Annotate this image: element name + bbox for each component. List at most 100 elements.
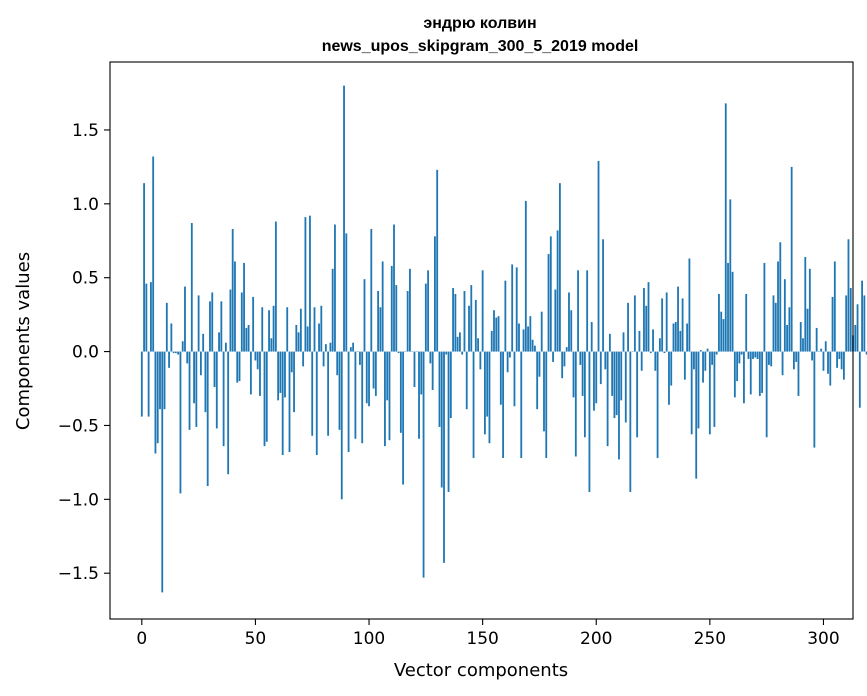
bar-167	[520, 351, 523, 458]
bar-300	[822, 351, 825, 371]
bar-230	[663, 351, 666, 354]
bar-36	[222, 351, 225, 447]
bar-41	[234, 261, 236, 352]
bar-180	[549, 236, 552, 352]
bar-162	[508, 351, 511, 358]
bar-24	[195, 351, 198, 427]
bar-255	[720, 311, 723, 352]
bar-258	[727, 262, 729, 352]
y-tick-label: 1.5	[72, 121, 99, 141]
bar-91	[347, 351, 350, 453]
bar-22	[190, 223, 193, 352]
bar-317	[861, 280, 863, 352]
bar-311	[847, 239, 850, 352]
bar-221	[643, 288, 645, 352]
bar-102	[372, 351, 375, 389]
bar-28	[204, 351, 207, 413]
bar-57	[270, 338, 273, 352]
bar-271	[756, 351, 759, 359]
bar-39	[229, 289, 232, 352]
bar-130	[436, 169, 439, 352]
bar-220	[640, 351, 643, 371]
bar-80	[322, 351, 325, 367]
bar-129	[434, 236, 436, 352]
bar-76	[313, 307, 316, 352]
bar-113	[397, 351, 400, 354]
bar-188	[568, 292, 570, 352]
bar-31	[211, 292, 214, 352]
bar-175	[538, 351, 541, 377]
bar-115	[402, 351, 405, 485]
bar-260	[731, 271, 734, 352]
bar-66	[290, 351, 293, 373]
bar-256	[722, 319, 725, 352]
bar-315	[856, 304, 859, 352]
bar-278	[772, 295, 775, 352]
bar-112	[395, 285, 398, 352]
bar-135	[447, 351, 450, 492]
bar-217	[633, 295, 636, 352]
bar-291	[802, 338, 804, 352]
bar-79	[320, 305, 323, 352]
bar-196	[586, 270, 589, 352]
bar-146	[472, 351, 475, 458]
bar-316	[858, 351, 861, 408]
bar-170	[527, 326, 529, 352]
bar-193	[579, 351, 582, 365]
x-tick-label: 250	[694, 629, 726, 649]
bar-165	[515, 267, 518, 352]
bar-154	[490, 330, 493, 352]
bar-45	[243, 262, 245, 352]
bar-84	[331, 268, 334, 352]
bar-226	[654, 351, 657, 371]
bar-195	[583, 351, 586, 438]
bar-93	[352, 342, 355, 352]
bar-206	[608, 333, 611, 352]
bar-224	[649, 351, 652, 354]
bar-285	[788, 307, 791, 352]
bar-9	[161, 351, 164, 593]
bar-272	[758, 351, 761, 396]
bar-314	[854, 324, 857, 352]
bar-44	[240, 292, 243, 352]
bar-58	[272, 305, 275, 352]
bar-43	[238, 351, 241, 382]
bar-111	[393, 224, 395, 352]
bar-166	[518, 323, 520, 352]
bar-27	[202, 333, 205, 352]
bar-114	[399, 351, 402, 433]
bar-299	[820, 348, 823, 352]
bar-234	[672, 323, 675, 352]
bar-30	[209, 301, 211, 352]
bar-152	[486, 351, 489, 417]
bar-83	[329, 342, 332, 352]
bar-29	[206, 351, 209, 487]
bar-274	[763, 262, 766, 352]
bar-26	[199, 351, 202, 376]
x-tick-label: 100	[353, 629, 385, 649]
bar-64	[286, 307, 289, 352]
bar-229	[661, 298, 664, 352]
bar-63	[284, 351, 286, 398]
bar-71	[302, 351, 305, 367]
bar-92	[349, 347, 352, 352]
bar-18	[181, 341, 184, 352]
bar-139	[456, 336, 459, 352]
bar-142	[463, 291, 466, 352]
bar-158	[499, 351, 502, 405]
bar-294	[808, 268, 811, 352]
bar-6	[154, 351, 157, 454]
bar-254	[718, 293, 720, 352]
bar-75	[311, 351, 314, 436]
bar-275	[765, 351, 768, 438]
bar-202	[599, 351, 602, 385]
bar-82	[327, 351, 330, 436]
bar-149	[479, 351, 482, 370]
bar-105	[379, 307, 382, 352]
bar-52	[259, 351, 261, 396]
bar-231	[665, 292, 668, 352]
bar-20	[186, 351, 189, 364]
bar-117	[406, 291, 409, 352]
bar-265	[743, 351, 745, 404]
bar-205	[606, 351, 609, 447]
